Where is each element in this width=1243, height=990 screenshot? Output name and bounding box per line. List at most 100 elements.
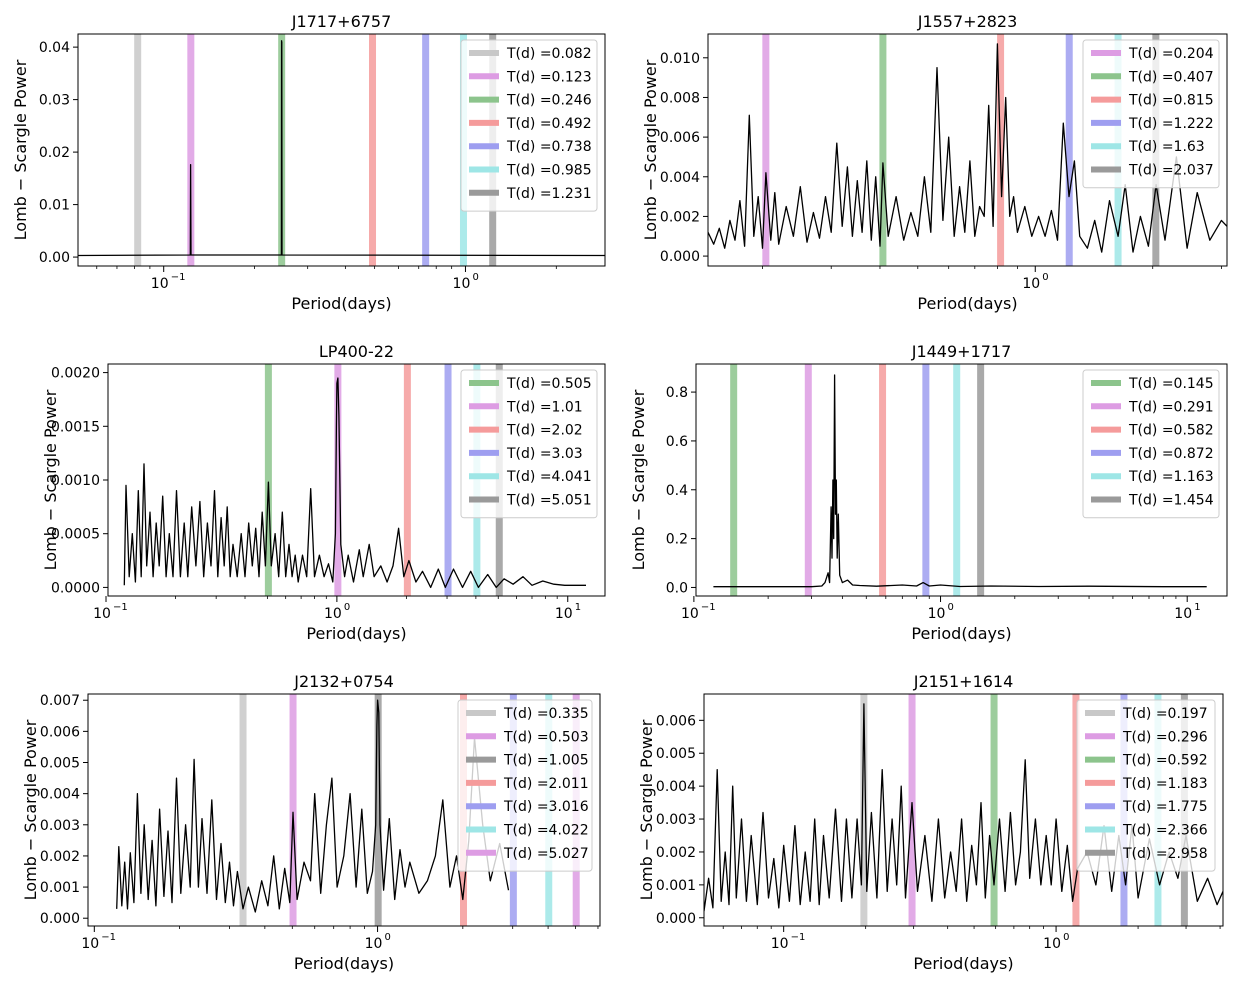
period-marker-3 xyxy=(374,694,382,926)
x-axis-label: Period(days) xyxy=(917,294,1017,313)
legend-label: T(d) =0.985 xyxy=(506,163,592,179)
x-axis-label: Period(days) xyxy=(294,954,394,973)
axes-frame xyxy=(87,693,601,927)
x-axis-label: Period(days) xyxy=(911,624,1011,643)
legend-label: T(d) =0.246 xyxy=(506,93,592,109)
y-tick-label: 0.004 xyxy=(40,787,80,803)
periodogram-line xyxy=(123,377,586,589)
panel-title: J1449+1717 xyxy=(911,342,1012,361)
x-tick-label: 10 xyxy=(324,606,342,622)
axes-frame xyxy=(707,33,1228,267)
y-tick-label: 0.4 xyxy=(666,483,688,499)
period-marker-3 xyxy=(403,364,411,596)
legend-label: T(d) =0.335 xyxy=(503,706,589,722)
panel-title: J2151+1614 xyxy=(913,672,1014,691)
y-tick-label: 0.002 xyxy=(660,209,700,225)
x-tick-exponent: −1 xyxy=(171,272,186,283)
x-tick-label: 10 xyxy=(1022,276,1040,292)
period-marker-1 xyxy=(860,694,868,926)
period-marker-5 xyxy=(953,364,961,596)
legend-label: T(d) =0.492 xyxy=(506,116,592,132)
x-tick-label: 10 xyxy=(453,276,471,292)
x-tick-exponent: −1 xyxy=(701,602,716,613)
period-marker-2 xyxy=(804,364,812,596)
y-tick-label: 0.001 xyxy=(656,878,696,894)
plot-area xyxy=(713,364,1207,596)
legend-label: T(d) =0.872 xyxy=(1128,446,1214,462)
panel-5: 0.000 0.001 0.002 0.003 0.004 0.005 0.006 0.007… xyxy=(21,672,601,973)
legend-label: T(d) =3.016 xyxy=(503,799,589,815)
x-tick-exponent: −1 xyxy=(791,932,806,943)
panel-4: 0.00.20.40.60.810 −1 10 0 10 1J1449+1717Perio… xyxy=(629,342,1228,643)
y-tick-label: 0.0015 xyxy=(51,419,100,435)
y-tick-label: 0.006 xyxy=(40,724,80,740)
legend-label: T(d) =0.815 xyxy=(1128,93,1214,109)
legend-label: T(d) =1.01 xyxy=(506,399,583,415)
panel-title: J1557+2823 xyxy=(917,12,1018,31)
legend-label: T(d) =1.231 xyxy=(506,186,592,202)
y-tick-label: 0.000 xyxy=(660,249,700,265)
periodogram-line xyxy=(78,40,605,257)
y-tick-label: 0.006 xyxy=(660,130,700,146)
legend-label: T(d) =1.183 xyxy=(1122,776,1208,792)
legend-label: T(d) =2.037 xyxy=(1128,163,1214,179)
axes-frame xyxy=(695,363,1228,597)
y-tick-label: 0.003 xyxy=(40,818,80,834)
legend-label: T(d) =1.222 xyxy=(1128,116,1214,132)
legend: T(d) =0.082 T(d) =0.123 T(d) =0.246 T(d) =0… xyxy=(460,39,598,212)
x-tick-exponent: 1 xyxy=(575,602,581,613)
period-marker-1 xyxy=(762,34,770,266)
y-tick-label: 0.8 xyxy=(666,385,688,401)
x-tick-exponent: 0 xyxy=(472,272,478,283)
periodogram-line xyxy=(704,703,1223,912)
period-marker-2 xyxy=(879,34,887,266)
x-axis-label: Period(days) xyxy=(306,624,406,643)
y-axis-label: Lomb − Scargle Power xyxy=(11,59,30,240)
period-marker-5 xyxy=(422,34,430,266)
panel-2: 0.000 0.002 0.004 0.006 0.008 0.010 10 0 J1557+2… xyxy=(641,12,1228,313)
x-tick-exponent: −1 xyxy=(101,932,116,943)
panel-title: J1717+6757 xyxy=(291,12,392,31)
y-tick-label: 0.03 xyxy=(39,93,70,109)
x-axis-label: Period(days) xyxy=(913,954,1013,973)
legend-label: T(d) =5.051 xyxy=(506,493,592,509)
periodogram-line xyxy=(713,374,1207,588)
y-tick-label: 0.0005 xyxy=(51,527,100,543)
y-tick-label: 0.005 xyxy=(656,746,696,762)
legend-label: T(d) =0.738 xyxy=(506,139,592,155)
x-tick-label: 10 xyxy=(1174,606,1192,622)
legend-label: T(d) =1.775 xyxy=(1122,799,1208,815)
legend-label: T(d) =0.407 xyxy=(1128,69,1214,85)
y-tick-label: 0.000 xyxy=(656,911,696,927)
legend-label: T(d) =0.503 xyxy=(503,729,589,745)
y-tick-label: 0.007 xyxy=(40,693,80,709)
y-tick-label: 0.0010 xyxy=(51,473,100,489)
x-tick-label: 10 xyxy=(681,606,699,622)
x-tick-label: 10 xyxy=(365,936,383,952)
periodogram-line xyxy=(116,699,510,913)
y-tick-label: 0.02 xyxy=(39,145,70,161)
y-axis-label: Lomb − Scargle Power xyxy=(41,389,60,570)
y-tick-label: 0.04 xyxy=(39,40,70,56)
period-marker-4 xyxy=(922,364,930,596)
legend: T(d) =0.505 T(d) =1.01 T(d) =2.02 T(d) =3.0… xyxy=(460,369,598,519)
y-tick-label: 0.0000 xyxy=(51,580,100,596)
y-tick-label: 0.003 xyxy=(656,812,696,828)
legend-label: T(d) =4.041 xyxy=(506,469,592,485)
legend-label: T(d) =1.454 xyxy=(1128,493,1214,509)
x-tick-exponent: 0 xyxy=(1063,932,1069,943)
periodogram-line xyxy=(708,43,1227,253)
legend-label: T(d) =2.366 xyxy=(1122,823,1208,839)
legend-label: T(d) =0.145 xyxy=(1128,376,1214,392)
period-marker-2 xyxy=(187,34,195,266)
y-tick-label: 0.010 xyxy=(660,51,700,67)
legend-label: T(d) =1.163 xyxy=(1128,469,1214,485)
legend-label: T(d) =0.082 xyxy=(506,46,592,62)
x-axis-label: Period(days) xyxy=(291,294,391,313)
y-tick-label: 0.0020 xyxy=(51,366,100,382)
period-marker-4 xyxy=(444,364,452,596)
y-tick-label: 0.008 xyxy=(660,90,700,106)
